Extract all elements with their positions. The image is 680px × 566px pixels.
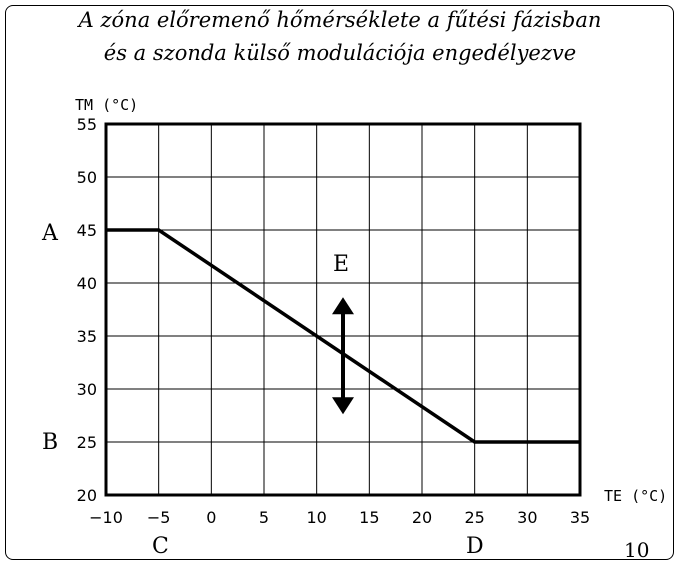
y-tick-label: 40 [77, 274, 97, 293]
tick-labels: −10 −5 0 5 10 15 20 25 30 35 20 25 30 35 40 45 50 55 [77, 115, 591, 527]
x-tick-label: 15 [359, 508, 379, 527]
x-tick-label: 35 [570, 508, 590, 527]
x-tick-label: 10 [306, 508, 326, 527]
series-polyline [106, 228, 580, 444]
arrow-head-down [332, 397, 354, 415]
annotation-d: D [466, 534, 484, 559]
x-tick-label: 5 [259, 508, 269, 527]
y-tick-label: 45 [77, 221, 97, 240]
y-tick-label: 25 [77, 433, 97, 452]
figure-frame [5, 5, 674, 560]
plot-border [104, 122, 582, 497]
x-tick-label: 0 [206, 508, 216, 527]
x-tick-label: −5 [147, 508, 171, 527]
x-tick-label: 20 [412, 508, 432, 527]
annotation-e: E [333, 252, 349, 277]
y-tick-label: 55 [77, 115, 97, 134]
y-tick-label: 50 [77, 168, 97, 187]
y-tick-label: 20 [77, 486, 97, 505]
annotation-c: C [152, 534, 169, 559]
y-tick-label: 35 [77, 327, 97, 346]
y-tick-label: 30 [77, 380, 97, 399]
x-tick-label: 30 [517, 508, 537, 527]
chart-title-line1: A zóna előremenő hőmérséklete a fűtési f… [77, 8, 602, 32]
series-line [106, 228, 580, 444]
page-number: 10 [624, 538, 649, 562]
x-tick-label: 25 [464, 508, 484, 527]
x-tick-label: −10 [89, 508, 123, 527]
y-axis-label: TM (°C) [75, 96, 138, 114]
arrow-head-up [332, 297, 354, 315]
x-axis-label: TE (°C) [604, 487, 667, 505]
annotation-a: A [41, 221, 59, 246]
double-arrow-icon [332, 297, 354, 415]
annotation-b: B [42, 430, 58, 455]
chart-title-line2: és a szonda külső modulációja engedélyez… [104, 41, 576, 65]
